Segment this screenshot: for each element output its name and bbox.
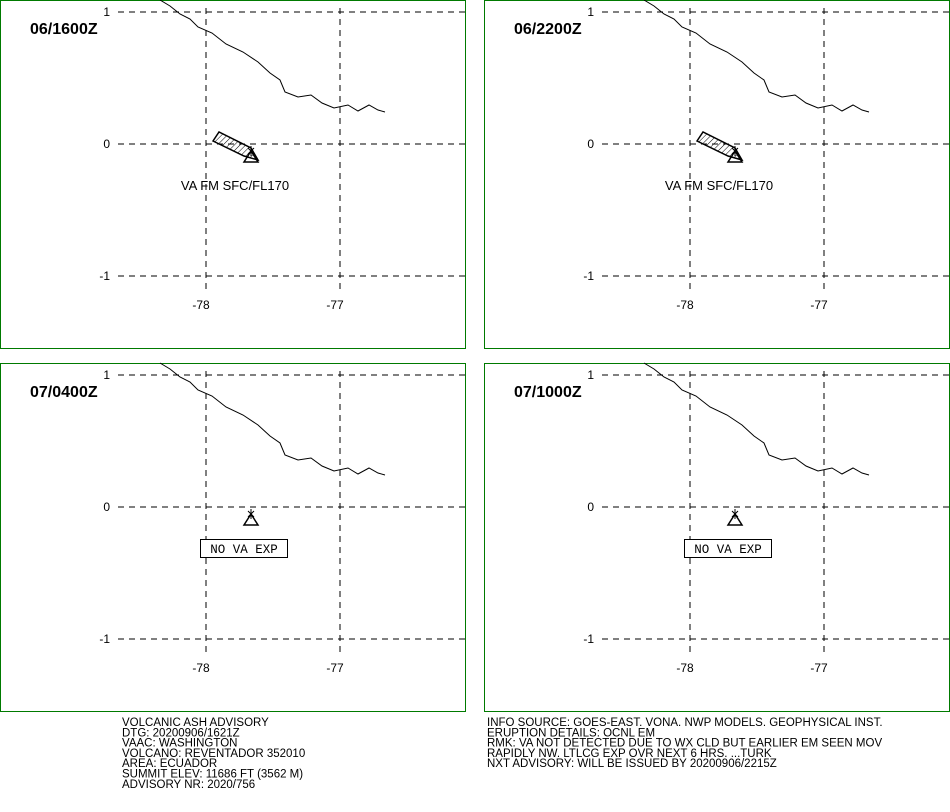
panel: 1 0 -1 -78 -77 07/0400Z NO VA EXP: [0, 362, 466, 712]
ash-label: VA FM SFC/FL170: [665, 178, 773, 193]
lon-tick-label: -77: [326, 661, 344, 675]
advisory-line: RMK: VA NOT DETECTED DUE TO WX CLD BUT E…: [487, 738, 882, 750]
panel-border: [0, 363, 466, 712]
lat-tick-label: 0: [587, 137, 594, 151]
eruption-mark: [731, 509, 739, 519]
advisory-line: AREA: ECUADOR: [122, 758, 217, 770]
volcano-icon: [242, 149, 260, 163]
lon-tick-label: -77: [810, 661, 828, 675]
lat-tick-label: 0: [587, 500, 594, 514]
advisory-line: RAPIDLY NW. LTLCG EXP OVR NEXT 6 HRS. ..…: [487, 748, 772, 760]
lat-tick-label: 0: [103, 500, 110, 514]
advisory-line: ERUPTION DETAILS: OCNL EM: [487, 727, 655, 739]
panel-border: [484, 363, 950, 712]
coastline: [159, 362, 386, 476]
advisory-line: VOLCANO: REVENTADOR 352010: [122, 748, 305, 760]
eruption-mark: [247, 509, 255, 519]
no-ash-label: NO VA EXP: [210, 543, 278, 557]
ash-plume: [695, 131, 744, 162]
panel: 1 0 -1 -78 -77 06/1600Z VA FM SFC/FL170: [0, 0, 466, 349]
volcano-icon: [726, 149, 744, 163]
ash-label: VA FM SFC/FL170: [181, 178, 289, 193]
eruption-mark: [247, 146, 255, 156]
panel-border: [484, 0, 950, 349]
lon-tick-label: -78: [192, 661, 210, 675]
volcano-icon: [726, 512, 744, 526]
lon-tick-label: -77: [810, 298, 828, 312]
no-ash-label: NO VA EXP: [694, 543, 762, 557]
panel-time: 07/0400Z: [30, 384, 98, 401]
coastline: [643, 0, 870, 113]
lat-tick-label: 1: [103, 5, 110, 19]
advisory-line: VOLCANIC ASH ADVISORY: [122, 717, 269, 729]
lon-tick-label: -78: [676, 298, 694, 312]
label-box: [200, 539, 288, 558]
lat-tick-label: -1: [583, 632, 594, 646]
panel: 1 0 -1 -78 -77 06/2200Z VA FM SFC/FL170: [484, 0, 950, 349]
advisory-line: INFO SOURCE: GOES-EAST. VONA. NWP MODELS…: [487, 717, 883, 729]
panel-time: 06/1600Z: [30, 21, 98, 38]
lon-tick-label: -78: [676, 661, 694, 675]
lat-tick-label: -1: [99, 269, 110, 283]
lat-tick-label: 1: [587, 368, 594, 382]
lat-tick-label: 1: [587, 5, 594, 19]
label-box: [684, 539, 772, 558]
lat-tick-label: -1: [583, 269, 594, 283]
lon-tick-label: -77: [326, 298, 344, 312]
panel-time: 07/1000Z: [514, 384, 582, 401]
lat-tick-label: 0: [103, 137, 110, 151]
coastline: [643, 362, 870, 476]
lon-tick-label: -78: [192, 298, 210, 312]
advisory-line: NXT ADVISORY: WILL BE ISSUED BY 20200906…: [487, 758, 777, 770]
panel-time: 06/2200Z: [514, 21, 582, 38]
volcano-icon: [242, 512, 260, 526]
advisory-line: SUMMIT ELEV: 11686 FT (3562 M): [122, 769, 303, 781]
coastline: [159, 0, 386, 113]
advisory-line: ADVISORY NR: 2020/756: [122, 779, 255, 791]
panel-border: [0, 0, 466, 349]
lat-tick-label: -1: [99, 632, 110, 646]
eruption-mark: [731, 146, 739, 156]
panel: 1 0 -1 -78 -77 07/1000Z NO VA EXP: [484, 362, 950, 712]
lat-tick-label: 1: [103, 368, 110, 382]
advisory-line: VAAC: WASHINGTON: [122, 738, 237, 750]
advisory-line: DTG: 20200906/1621Z: [122, 727, 240, 739]
ash-plume: [211, 131, 260, 162]
